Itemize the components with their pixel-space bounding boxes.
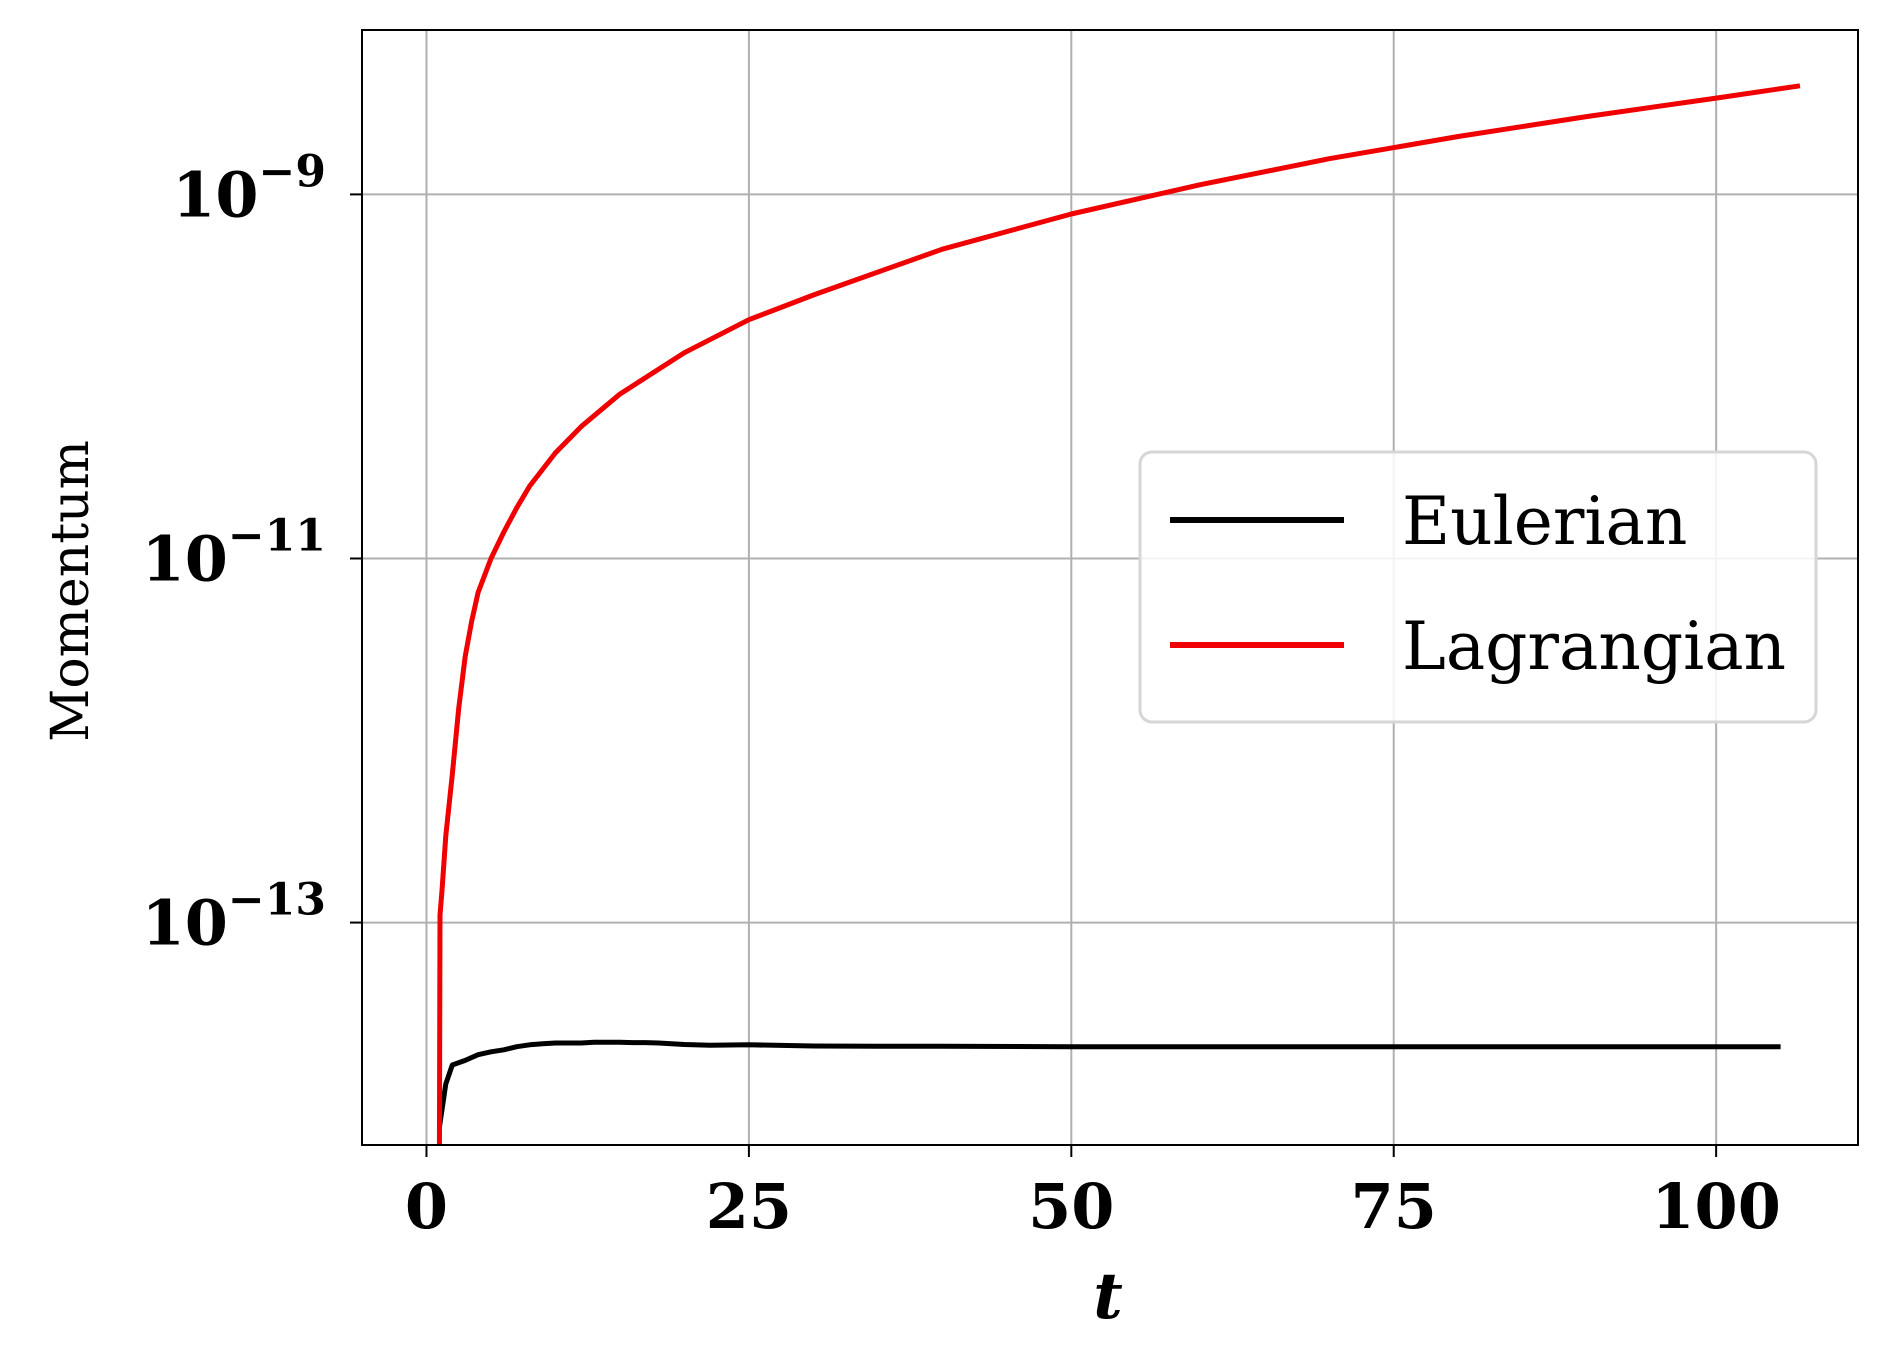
x-axis: 0 25 50 75 100 (405, 1145, 1781, 1243)
x-tick-label: 100 (1651, 1170, 1780, 1243)
series-line-eulerian (436, 1039, 1781, 1128)
x-tick-label: 0 (405, 1170, 448, 1243)
series-line-lagrangian (436, 83, 1801, 1145)
plot-frame (361, 29, 1859, 1146)
legend-label-lagrangian: Lagrangian (1402, 608, 1786, 685)
y-tick-label: 10−11 (142, 510, 326, 595)
y-axis: 10−13 10−11 10−9 (142, 146, 362, 960)
y-axis-label: Momentum (41, 440, 101, 742)
x-tick-label: 50 (1028, 1170, 1114, 1243)
y-tick-label: 10−13 (142, 875, 326, 960)
legend-label-eulerian: Eulerian (1402, 483, 1687, 560)
x-axis-label: t (1093, 1259, 1123, 1334)
x-tick-label: 75 (1351, 1170, 1437, 1243)
legend: Eulerian Lagrangian (1138, 450, 1818, 724)
plot-area (436, 83, 1801, 1145)
x-tick-label: 25 (706, 1170, 792, 1243)
y-tick-label: 10−9 (172, 146, 326, 231)
